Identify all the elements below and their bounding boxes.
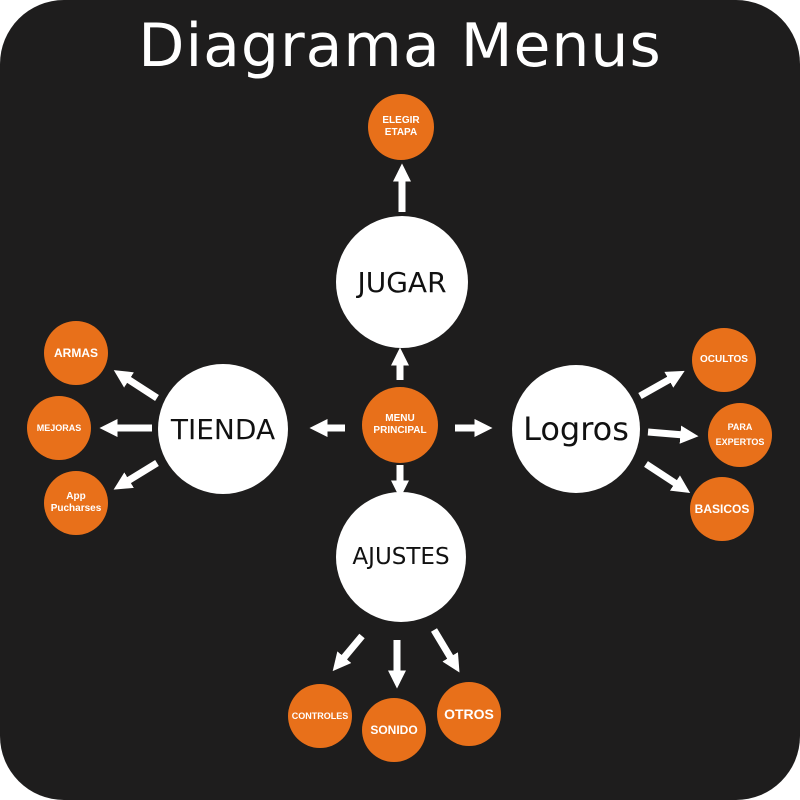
node-para-expertos[interactable]: PARA EXPERTOS [708,403,772,467]
node-menu-principal[interactable]: MENU PRINCIPAL [362,387,438,463]
arrow-logros-to-basicos [644,461,691,493]
node-armas-label: ARMAS [54,345,98,360]
node-app-pucharses-label: App Pucharses [50,491,102,514]
node-controles-label: CONTROLES [291,710,349,721]
node-tienda[interactable]: TIENDA [158,364,288,494]
node-elegir-etapa-label: ELEGIR ETAPA [382,115,420,138]
node-para-expertos-label: PARA EXPERTOS [715,422,765,447]
node-sonido[interactable]: SONIDO [362,698,426,762]
arrow-tienda-to-app-pucharses [113,460,159,490]
node-menu-principal-label: MENU PRINCIPAL [373,413,427,436]
node-mejoras-label: MEJORAS [36,422,82,433]
node-otros-label: OTROS [444,705,494,722]
node-ocultos-label: OCULTOS [700,354,748,365]
node-otros[interactable]: OTROS [437,682,501,746]
node-basicos-label: BASICOS [694,501,750,516]
node-app-pucharses[interactable]: App Pucharses [44,471,108,535]
node-armas[interactable]: ARMAS [44,321,108,385]
diagram-title: Diagrama Menus [138,11,662,81]
node-basicos[interactable]: BASICOS [690,477,754,541]
arrow-logros-to-para-expertos [647,425,699,444]
node-elegir-etapa[interactable]: ELEGIR ETAPA [368,94,434,160]
node-controles[interactable]: CONTROLES [288,684,352,748]
arrow-tienda-to-armas [113,370,159,401]
node-ocultos[interactable]: OCULTOS [692,328,756,392]
arrow-ajustes-to-otros [430,628,460,673]
node-jugar[interactable]: JUGAR [336,216,468,348]
node-tienda-label: TIENDA [170,412,276,446]
node-logros[interactable]: Logros [512,365,640,493]
node-jugar-label: JUGAR [357,265,447,299]
node-logros-label: Logros [523,410,629,448]
arrow-logros-to-ocultos [638,370,685,400]
node-ajustes-label: AJUSTES [352,544,450,570]
node-mejoras[interactable]: MEJORAS [27,396,91,460]
node-ajustes[interactable]: AJUSTES [336,492,466,622]
node-sonido-label: SONIDO [370,722,418,737]
arrow-ajustes-to-controles [332,633,365,672]
